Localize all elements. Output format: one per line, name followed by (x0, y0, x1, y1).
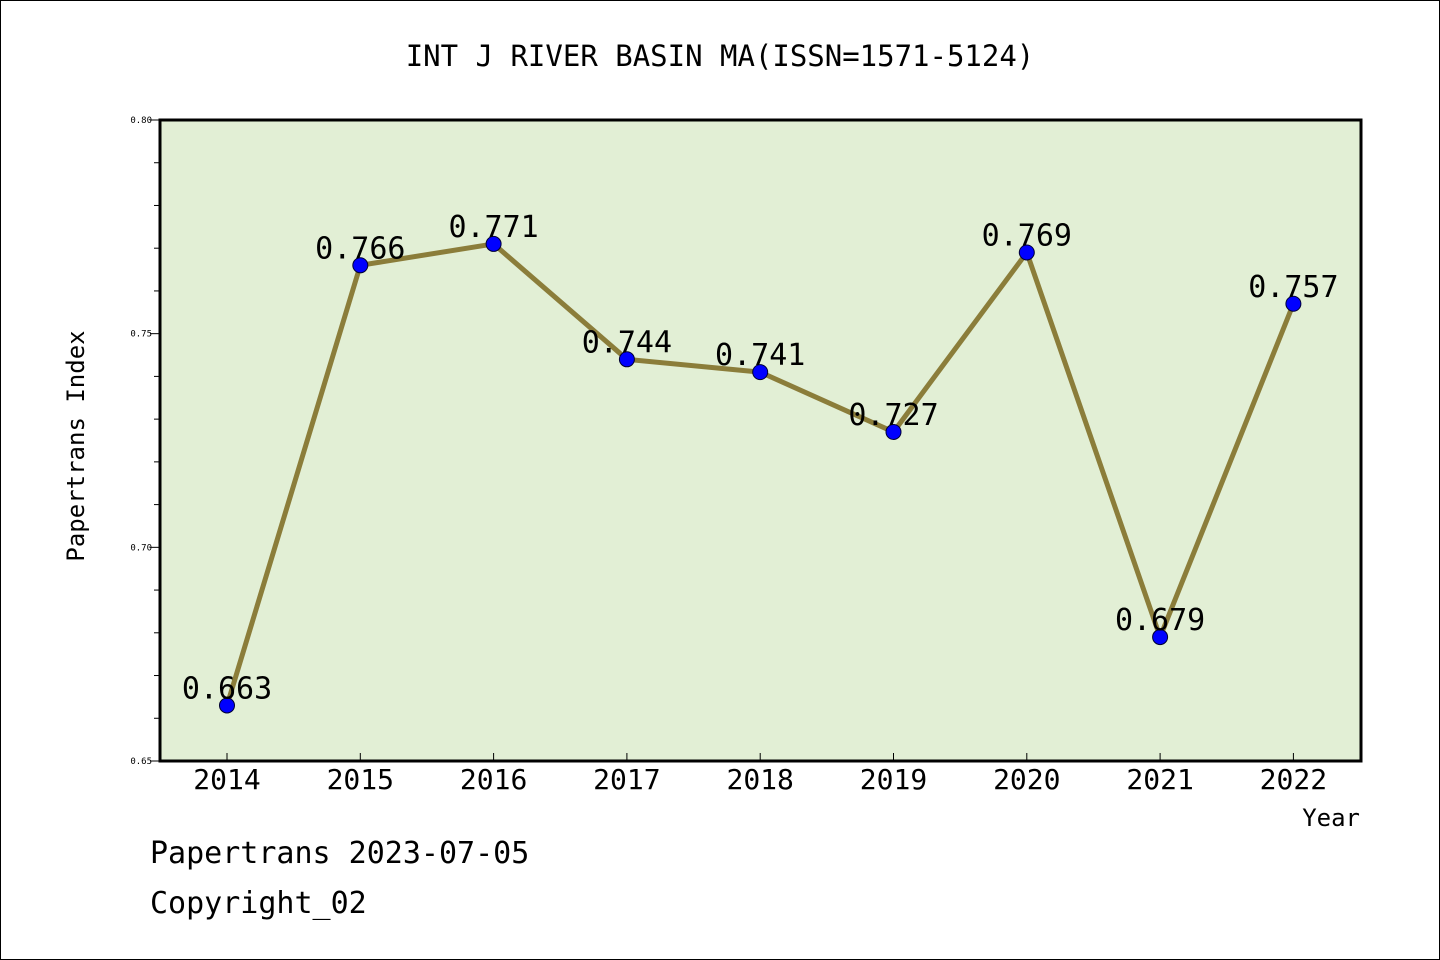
data-label: 0.744 (582, 325, 672, 360)
y-axis: 0.65 0.70 0.75 0.80 (130, 116, 160, 767)
data-point (885, 423, 902, 440)
y-axis-label: Papertrans Index (62, 330, 90, 561)
y-tick-label: 0.65 (130, 757, 152, 767)
data-points (219, 235, 1302, 714)
data-point (485, 235, 502, 252)
x-axis: 2014 2015 2016 2017 2018 2019 2020 2021 2022 (193, 753, 1327, 796)
data-label: 0.771 (448, 210, 538, 245)
plot-area (158, 118, 1363, 763)
y-tick-label: 0.70 (130, 543, 152, 553)
chart-title: INT J RIVER BASIN MA(ISSN=1571-5124) (406, 39, 1035, 73)
data-label: 0.663 (182, 671, 272, 706)
data-label: 0.766 (315, 231, 405, 266)
x-tick-label: 2014 (193, 763, 260, 796)
data-point (752, 364, 769, 381)
x-tick-label: 2017 (593, 763, 660, 796)
data-point (1018, 244, 1035, 261)
x-tick-label: 2021 (1126, 763, 1193, 796)
footer-copyright: Copyright_02 (150, 886, 367, 921)
x-tick-label: 2016 (460, 763, 527, 796)
data-point (1152, 629, 1169, 646)
data-point (618, 351, 635, 368)
x-tick-label: 2019 (860, 763, 927, 796)
x-tick-label: 2015 (327, 763, 394, 796)
footer-date: Papertrans 2023-07-05 (150, 836, 530, 871)
x-tick-label: 2020 (993, 763, 1060, 796)
x-axis-label: Year (1302, 804, 1360, 832)
data-point (1285, 295, 1302, 312)
data-label: 0.679 (1115, 603, 1205, 638)
data-labels: 0.663 0.766 0.771 0.744 0.741 0.727 0.769 0.679… (182, 210, 1339, 707)
y-tick-label: 0.75 (130, 330, 152, 340)
data-label: 0.727 (848, 398, 938, 433)
x-tick-label: 2022 (1260, 763, 1327, 796)
data-label: 0.757 (1248, 270, 1338, 305)
x-tick-label: 2018 (726, 763, 793, 796)
y-tick-label: 0.80 (130, 116, 152, 126)
data-label: 0.741 (715, 338, 805, 373)
data-point (352, 257, 369, 274)
data-label: 0.769 (982, 218, 1072, 253)
data-point (219, 697, 235, 714)
